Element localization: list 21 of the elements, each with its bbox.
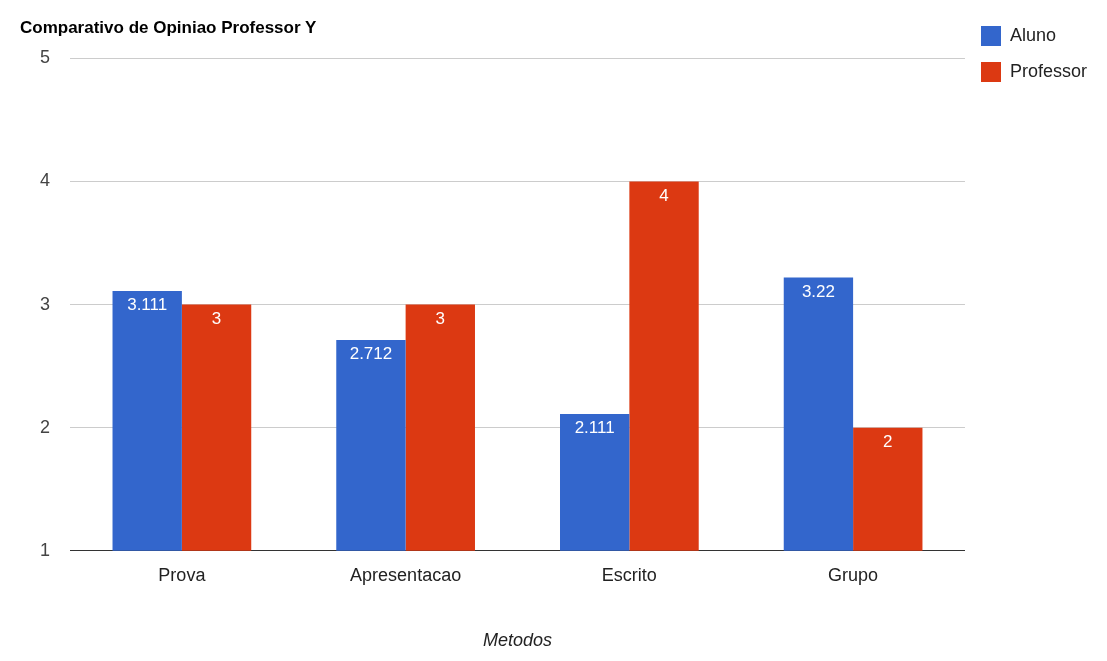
data-label: 4 xyxy=(659,185,669,205)
y-tick-label: 2 xyxy=(40,416,51,437)
data-label: 2 xyxy=(883,431,893,451)
y-tick-label: 3 xyxy=(40,293,51,314)
y-tick-label: 1 xyxy=(40,539,51,560)
data-label: 3 xyxy=(211,308,222,328)
data-label: 2.111 xyxy=(574,418,615,438)
x-axis-title: Metodos xyxy=(482,630,553,651)
y-tick-label: 5 xyxy=(40,47,51,68)
data-label: 3.111 xyxy=(127,295,168,315)
legend-label: Aluno xyxy=(1009,24,1057,45)
x-tick-label: Grupo xyxy=(828,564,879,585)
x-tick-label: Apresentacao xyxy=(350,564,462,585)
legend-label: Professor xyxy=(1009,60,1088,81)
x-tick-label: Escrito xyxy=(601,564,657,585)
data-label: 2.712 xyxy=(349,344,393,364)
x-tick-label: Prova xyxy=(158,564,207,585)
data-label: 3.22 xyxy=(801,281,835,301)
data-label: 3 xyxy=(435,308,446,328)
chart-title: Comparativo de Opiniao Professor Y xyxy=(20,17,317,37)
y-tick-label: 4 xyxy=(40,170,51,191)
